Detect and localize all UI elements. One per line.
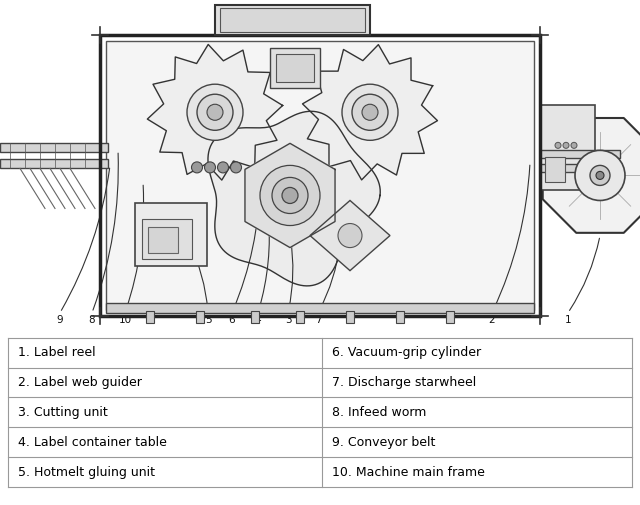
Circle shape [362,104,378,120]
Text: 4: 4 [255,315,261,325]
Bar [148,227,178,252]
Text: 5: 5 [205,315,211,325]
Bar [396,311,404,323]
Text: 8: 8 [89,315,95,325]
Bar [106,302,534,313]
Circle shape [272,177,308,214]
Bar [135,204,207,266]
Text: 3: 3 [285,315,291,325]
Circle shape [555,142,561,148]
Circle shape [187,84,243,140]
Circle shape [571,142,577,148]
Bar [540,165,620,172]
Polygon shape [147,44,283,180]
Bar [106,41,534,310]
Bar [215,5,370,35]
Circle shape [352,94,388,130]
Text: 2. Label web guider: 2. Label web guider [18,376,142,389]
Polygon shape [303,44,438,180]
Bar [146,311,154,323]
Circle shape [260,166,320,226]
Text: 1: 1 [564,315,572,325]
Bar [346,311,354,323]
Bar [296,311,304,323]
Circle shape [590,166,610,185]
Polygon shape [543,118,640,233]
Text: 5. Hotmelt gluing unit: 5. Hotmelt gluing unit [18,466,155,479]
Bar [270,48,320,88]
Bar [545,158,565,182]
Circle shape [230,162,241,173]
Text: 3. Cutting unit: 3. Cutting unit [18,406,108,419]
Bar [100,35,540,316]
Bar [220,8,365,32]
Bar [196,311,204,323]
Text: 4. Label container table: 4. Label container table [18,436,167,449]
Bar [540,150,620,159]
Circle shape [338,224,362,247]
Text: 10: 10 [118,315,132,325]
Circle shape [563,142,569,148]
Circle shape [596,171,604,179]
Text: 8. Infeed worm: 8. Infeed worm [332,406,426,419]
Text: 7. Discharge starwheel: 7. Discharge starwheel [332,376,476,389]
Bar [251,311,259,323]
Polygon shape [245,143,335,247]
Text: 9. Conveyor belt: 9. Conveyor belt [332,436,435,449]
Text: 2: 2 [489,315,495,325]
Text: 1. Label reel: 1. Label reel [18,346,95,359]
Circle shape [342,84,398,140]
Text: 6. Vacuum-grip cylinder: 6. Vacuum-grip cylinder [332,346,481,359]
Text: 6: 6 [228,315,236,325]
Text: 10. Machine main frame: 10. Machine main frame [332,466,485,479]
Bar [446,311,454,323]
Polygon shape [310,200,390,271]
Text: 9: 9 [57,315,63,325]
Text: 7: 7 [315,315,321,325]
Bar [142,219,192,259]
Bar [0,160,108,168]
Circle shape [197,94,233,130]
Circle shape [191,162,202,173]
Circle shape [207,104,223,120]
Polygon shape [208,111,380,286]
Circle shape [575,150,625,200]
Bar [276,54,314,82]
Circle shape [218,162,228,173]
Bar [540,105,595,190]
Circle shape [282,187,298,204]
Bar [0,143,108,153]
Circle shape [205,162,216,173]
